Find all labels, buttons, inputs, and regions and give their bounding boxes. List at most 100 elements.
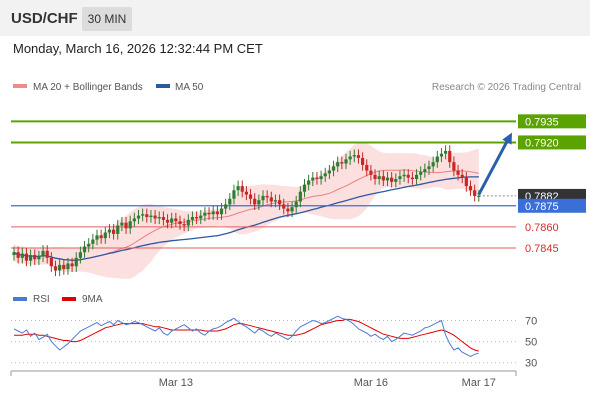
x-axis-ticks: Mar 13 Mar 16 Mar 17 [159,377,496,389]
candle-body [66,263,70,270]
candle-body [344,159,348,164]
candle-body [112,229,116,234]
candle-body [24,253,29,261]
chart-datetime: Monday, March 16, 2026 12:32:44 PM CET [13,41,263,56]
legend-swatch-rsi [13,297,27,301]
level-label-0935: 0.7935 [525,116,559,128]
candle-body [261,195,265,201]
candle-body [311,177,315,181]
candle-body [153,215,157,219]
candle-body [136,215,141,219]
legend-ma50: MA 50 [175,82,204,93]
candle-body [20,253,24,258]
x-tick-mar13: Mar 13 [159,377,193,389]
candle-body [219,208,224,215]
candle-body [228,198,232,205]
candle-body [186,219,190,226]
candle-body [394,179,398,182]
candle-body [385,177,390,181]
level-box-last [518,188,586,201]
candle-body [157,217,161,219]
candle-body [132,218,136,222]
candle-body [327,170,331,174]
candle-body [33,255,37,260]
candle-body [302,184,307,192]
candle-body [91,239,95,244]
candle-body [348,156,352,160]
candle-body [29,255,33,261]
candle-body [211,211,215,215]
candle-body [269,197,273,202]
candle-body [377,176,381,180]
rsi-9ma-line [14,318,479,352]
candle-body [232,190,236,199]
candle-body [12,252,16,256]
candle-body [435,156,439,163]
candle-body [207,212,211,215]
legend-9ma: 9MA [82,294,103,305]
candle-body [431,162,435,167]
candle-body [423,169,427,172]
legend-swatch-ma50 [156,84,170,88]
level-label-0920: 0.7920 [525,137,559,149]
forecast-arrow-shaft [477,138,510,196]
candle-body [165,219,170,223]
candle-body [390,177,394,182]
candle-body [352,155,356,157]
candle-body [286,208,290,212]
candle-body [452,162,456,171]
candle-body [161,217,165,220]
candle-body [62,264,66,270]
candle-body [145,214,149,218]
level-box-pivot [518,198,586,213]
legend-swatch-9ma [62,297,76,301]
candle-body [190,217,195,220]
candle-body [290,207,294,212]
candle-body [468,186,473,191]
candle-body [365,164,369,171]
candle-body [116,225,120,234]
price-chart [11,120,516,279]
candle-body [82,246,87,253]
level-box-0920 [518,135,586,150]
candle-body [331,166,336,171]
candle-body [224,204,228,209]
candle-body [178,221,182,225]
rsi-line [13,315,479,357]
candle-body [215,211,219,215]
rsi-tick-30: 30 [525,358,537,370]
candle-body [307,180,311,185]
timeframe-badge[interactable]: 30 MIN [82,7,132,31]
candle-body [398,176,402,180]
rsi-chart [11,315,516,364]
legend-ma20: MA 20 + Bollinger Bands [33,82,143,93]
top-bar: USD/CHF 30 MIN [0,0,590,36]
candle-body [381,176,385,181]
candle-body [406,174,410,178]
candle-body [253,198,257,205]
candle-body [410,177,414,180]
candle-body [361,157,365,165]
candle-body [278,200,282,205]
candle-body [323,173,327,177]
candle-body [298,191,302,202]
legend-swatch-ma20 [13,84,27,88]
candle-body [170,218,174,223]
candle-body [444,150,448,154]
candle-body [477,195,481,197]
candle-body [257,200,261,205]
candle-body [473,190,477,196]
candle-body [282,204,286,209]
candle-body [244,191,248,195]
candle-body [195,217,199,219]
candle-body [78,252,82,258]
candle-body [99,235,103,239]
candle-body [95,235,99,240]
candle-body [53,266,58,271]
credit-text: Research © 2026 Trading Central [432,82,581,93]
rsi-tick-70: 70 [525,315,537,327]
price-level-labels: 0.7935 0.7920 0.7882 0.7875 0.7860 0.784… [518,114,586,255]
candle-body [336,162,340,167]
candle-body [174,218,178,222]
